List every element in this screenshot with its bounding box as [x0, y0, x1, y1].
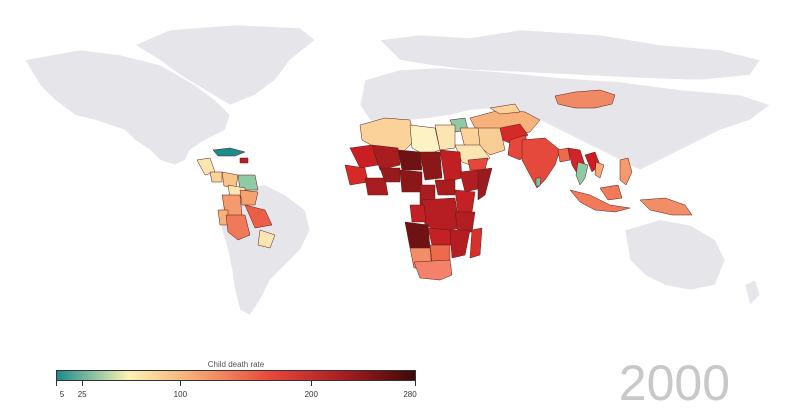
country-venezuela[interactable] — [239, 189, 259, 206]
country-cuba[interactable] — [212, 147, 246, 157]
legend-tick-label: 280 — [403, 390, 417, 399]
country-haiti[interactable] — [239, 157, 249, 164]
country-senegal-guinea[interactable] — [344, 164, 369, 186]
new-zealand-shape — [744, 279, 761, 306]
country-ivory-coast[interactable] — [364, 177, 389, 196]
country-bangladesh[interactable] — [557, 147, 571, 163]
country-mongolia[interactable] — [554, 89, 616, 109]
country-thailand[interactable] — [575, 161, 589, 186]
base-land — [24, 24, 771, 316]
country-libya[interactable] — [409, 124, 441, 156]
australia-shape — [624, 219, 726, 291]
country-nigeria[interactable] — [399, 169, 423, 193]
country-papua[interactable] — [639, 197, 693, 216]
country-paraguay[interactable] — [257, 229, 276, 249]
legend-tick-label: 200 — [304, 390, 318, 399]
country-kazakh-south[interactable] — [489, 103, 521, 115]
legend-tick-mark — [82, 381, 84, 386]
country-peru[interactable] — [225, 214, 251, 241]
country-indonesia[interactable] — [569, 189, 631, 213]
country-madagascar[interactable] — [469, 227, 483, 259]
legend-tick-label: 25 — [77, 390, 87, 399]
country-burkina[interactable] — [379, 167, 401, 183]
country-botswana[interactable] — [429, 244, 451, 263]
country-borneo[interactable] — [599, 184, 623, 201]
legend-title: Child death rate — [207, 360, 265, 369]
country-mali[interactable] — [371, 144, 401, 171]
country-yemen[interactable] — [467, 157, 489, 171]
arctic-islands-shape — [379, 29, 761, 81]
legend-tick-label: 5 — [59, 390, 65, 399]
year-label: 2000 — [618, 355, 730, 411]
legend-tick-mark — [180, 381, 182, 386]
north-america-shape — [24, 49, 231, 166]
country-tanzania[interactable] — [454, 211, 476, 233]
country-kenya-uganda[interactable] — [454, 189, 476, 213]
country-sudan[interactable] — [439, 149, 463, 183]
country-bolivia[interactable] — [244, 204, 273, 229]
country-south-africa[interactable] — [413, 259, 453, 281]
legend-tick-label: 100 — [173, 390, 188, 399]
legend-tick-mark — [311, 381, 313, 386]
legend-tick-mark — [415, 381, 416, 386]
legend-color-bar — [56, 370, 416, 381]
legend-tick-mark — [56, 381, 57, 386]
country-mozambique[interactable] — [449, 229, 471, 259]
country-sri-lanka[interactable] — [535, 177, 542, 187]
country-somalia[interactable] — [477, 167, 493, 201]
country-angola[interactable] — [404, 221, 431, 249]
country-vietnam[interactable] — [594, 161, 605, 179]
country-costa-rica[interactable] — [237, 174, 259, 191]
country-guatemala[interactable] — [209, 171, 223, 183]
country-congo[interactable] — [409, 204, 427, 223]
countries — [196, 89, 693, 281]
country-car[interactable] — [434, 179, 456, 196]
country-niger[interactable] — [397, 149, 423, 171]
country-zambia[interactable] — [427, 227, 453, 246]
country-egypt[interactable] — [434, 124, 456, 151]
country-philippines[interactable] — [619, 157, 633, 186]
greenland-shape — [134, 24, 316, 106]
country-chad[interactable] — [419, 151, 443, 181]
country-mauritania[interactable] — [349, 144, 379, 169]
country-india[interactable] — [521, 137, 561, 189]
